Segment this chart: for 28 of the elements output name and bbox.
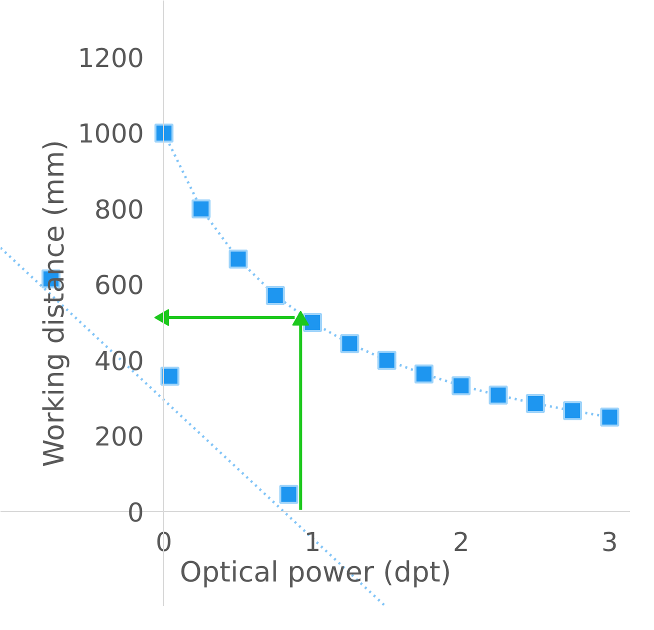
y-axis-title: Working distance (mm) <box>37 140 70 468</box>
y-tick-label: 600 <box>94 271 144 302</box>
point <box>160 366 180 386</box>
point <box>452 376 471 396</box>
point <box>563 401 582 420</box>
point <box>488 386 508 405</box>
x-tick-label: 2 <box>452 528 470 558</box>
y-tick-label: 400 <box>94 346 144 377</box>
point <box>266 286 285 306</box>
y-tick-label: 200 <box>94 422 144 453</box>
y-tick-label: 0 <box>127 498 144 528</box>
point <box>526 394 545 413</box>
x-tick-label: 0 <box>156 528 172 558</box>
point <box>414 364 434 384</box>
point <box>303 312 322 332</box>
x-tick-label: 3 <box>601 528 618 558</box>
y-tick-label: 1000 <box>78 120 144 150</box>
point <box>279 484 298 504</box>
point <box>228 250 248 269</box>
point <box>600 408 620 427</box>
x-axis-title: Optical power (dpt) <box>180 556 452 588</box>
y-tick-label: 800 <box>94 195 144 226</box>
point <box>192 199 211 218</box>
x-tick-label: 1 <box>304 528 321 558</box>
point <box>340 334 360 354</box>
point <box>154 124 174 143</box>
y-tick-label: 1200 <box>78 44 144 74</box>
point <box>377 350 396 370</box>
